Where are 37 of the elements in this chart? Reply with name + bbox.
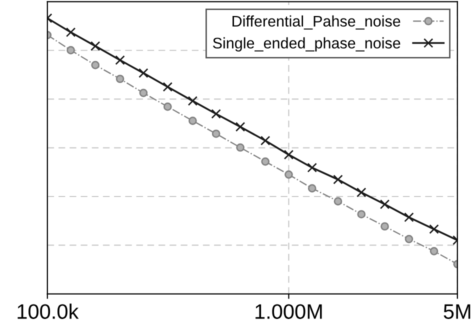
point xyxy=(138,68,148,78)
point xyxy=(162,82,173,92)
point xyxy=(236,143,244,152)
point xyxy=(91,60,100,70)
point xyxy=(211,109,221,119)
point xyxy=(308,184,316,192)
point xyxy=(66,46,75,54)
point xyxy=(139,88,148,98)
point xyxy=(115,55,125,65)
point xyxy=(235,122,246,132)
point xyxy=(404,212,414,222)
point xyxy=(429,224,439,234)
point xyxy=(90,41,100,51)
point xyxy=(404,234,414,244)
point xyxy=(284,150,294,160)
point xyxy=(212,130,220,138)
legend-label: Differential_Pahse_noise xyxy=(232,15,400,30)
point xyxy=(334,197,342,206)
point xyxy=(188,96,198,106)
point xyxy=(260,136,270,146)
legend-label: Single_ended_phase_noise xyxy=(213,37,400,52)
point xyxy=(357,210,366,218)
point xyxy=(380,222,389,231)
point xyxy=(163,102,172,111)
x-tick-label: 5M xyxy=(444,304,470,319)
point xyxy=(261,157,270,166)
x-tick-label: 1.000M xyxy=(256,304,322,319)
x-tick-label: 100.0k xyxy=(18,304,79,319)
point xyxy=(188,116,197,125)
point xyxy=(307,162,317,173)
point xyxy=(430,247,438,256)
point xyxy=(116,74,124,84)
point xyxy=(66,27,76,38)
point xyxy=(284,170,293,179)
point xyxy=(380,199,390,210)
point xyxy=(333,174,343,184)
point xyxy=(356,188,366,198)
